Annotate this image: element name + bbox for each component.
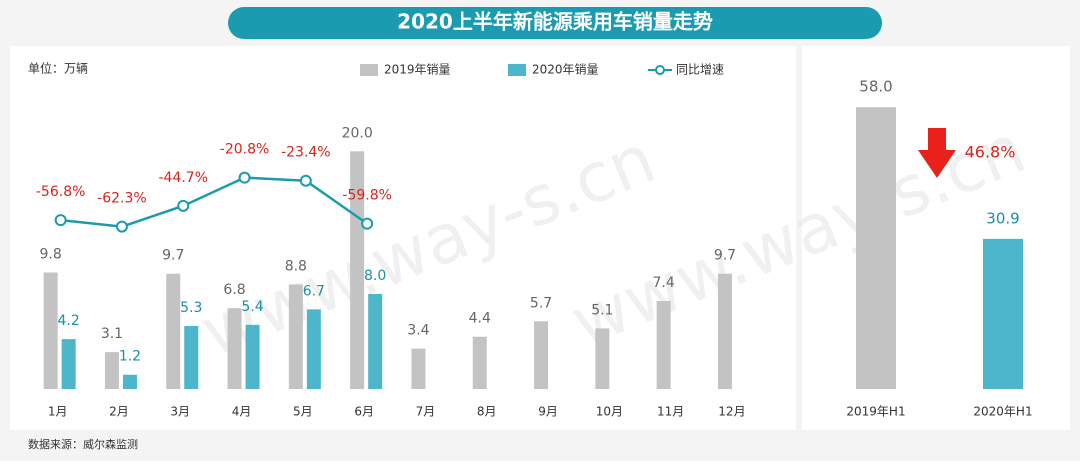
h1-bar [856,107,896,389]
down-arrow [918,128,956,178]
h1-value-label: 58.0 [859,78,892,96]
bar-value-label: 3.4 [407,323,429,339]
growth-point [177,199,190,212]
bar [245,324,260,389]
annotation: 46.8% [965,143,1016,162]
right-panel [802,46,1070,430]
legend-swatch [360,64,378,76]
bar-value-label: 5.1 [591,302,613,318]
bar [288,284,303,389]
bar-value-label: 1.2 [119,349,141,365]
bar [227,308,242,389]
growth-label: -23.4% [281,145,331,161]
growth-line [60,176,368,228]
legend-label: 2019年销量 [384,63,451,77]
bar-value-label: 4.4 [469,311,491,327]
growth-point [54,214,67,227]
bar [122,374,137,389]
x-tick-label: 10月 [596,405,623,419]
bar [184,326,199,389]
title: 2020上半年新能源乘用车销量走势 [397,10,713,34]
bar [595,328,610,389]
bar-value-label: 5.4 [241,299,263,315]
bar-value-label: 5.3 [180,300,202,316]
bar [306,309,321,389]
bar [43,272,58,389]
bar-value-label: 8.0 [364,268,386,284]
x-tick-label: 7月 [416,405,436,419]
growth-label: -44.7% [158,170,208,186]
x-tick-label: 12月 [718,405,745,419]
growth-point [361,217,374,230]
legend-swatch [508,64,526,76]
x-tick-label: 5月 [293,405,313,419]
bar-value-label: 9.7 [162,248,184,264]
bar [717,273,732,389]
bar-value-label: 6.8 [223,282,245,298]
h1-bar [983,238,1023,389]
bar-value-label: 20.0 [342,125,373,141]
growth-label: -59.8% [342,188,392,204]
bar-value-label: 3.1 [101,326,123,342]
bar-value-label: 4.2 [58,313,80,329]
bar [61,339,76,389]
bar [534,321,549,389]
bar [656,301,671,389]
x-tick-label: 2月 [109,405,129,419]
growth-label: -20.8% [220,142,270,158]
h1-value-label: 30.9 [986,209,1019,227]
x-tick-label: 3月 [170,405,190,419]
bar-value-label: 7.4 [653,275,675,291]
title-pill [228,7,882,39]
bar-value-label: 5.7 [530,295,552,311]
bar [166,273,181,389]
bar [104,352,119,389]
bar-value-label: 6.7 [303,283,325,299]
bar-value-label: 8.8 [285,258,307,274]
x-tick-label: 1月 [48,405,68,419]
source: 数据来源：威尔森监测 [28,437,138,451]
growth-label: -62.3% [97,191,147,207]
unit-label: 单位：万辆 [28,61,88,76]
growth-label: -56.8% [36,184,86,200]
bar-value-label: 9.7 [714,248,736,264]
bar [411,348,426,389]
legend-label: 同比增速 [676,63,724,77]
x-tick-label: 11月 [657,405,684,419]
x-tick-label: 2019年H1 [846,405,905,419]
bar-value-label: 9.8 [40,247,62,263]
x-tick-label: 9月 [538,405,558,419]
x-tick-label: 4月 [232,405,252,419]
bar [472,336,487,389]
growth-point [238,171,251,184]
growth-point [115,220,128,233]
x-tick-label: 2020年H1 [973,405,1032,419]
growth-point [299,174,312,187]
bar [350,151,365,389]
bar [368,293,383,389]
x-tick-label: 6月 [354,405,374,419]
legend-label: 2020年销量 [532,63,599,77]
x-tick-label: 8月 [477,405,497,419]
legend-marker [655,65,665,75]
